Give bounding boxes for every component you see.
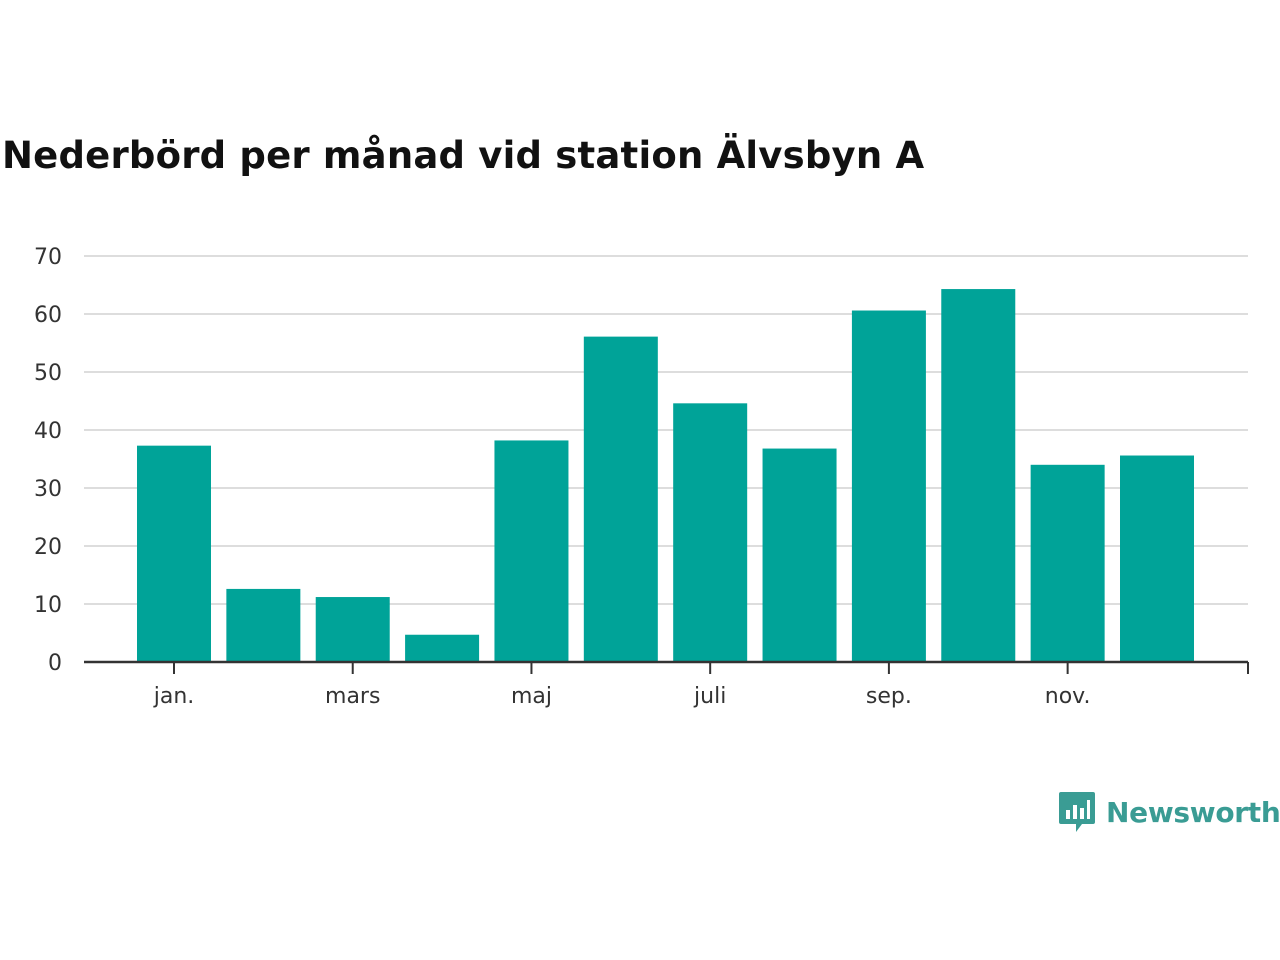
brand-name: Newsworthy [1106, 795, 1280, 829]
chart-title: Nederbörd per månad vid station Älvsbyn … [2, 134, 925, 177]
bar-juli [673, 403, 748, 662]
x-axis-labels: jan. mars maj juli sep. nov. [153, 684, 1091, 709]
bar-feb [226, 588, 301, 662]
x-tick-label: sep. [866, 684, 912, 709]
x-tick-label: mars [325, 684, 380, 709]
x-tick-label: nov. [1045, 684, 1091, 709]
bar-juni [583, 336, 658, 662]
bars [137, 289, 1194, 662]
y-tick-label: 30 [34, 477, 62, 502]
bar-sep [851, 310, 926, 662]
y-tick-label: 50 [34, 361, 62, 386]
x-axis [84, 660, 1249, 674]
bar-chart: 0 10 20 30 40 50 60 70 jan. mars maj juli sep. nov. [34, 245, 1249, 709]
bar-nov [1030, 464, 1105, 662]
bar-april [405, 634, 480, 662]
y-axis-labels: 0 10 20 30 40 50 60 70 [34, 245, 62, 676]
y-tick-label: 20 [34, 535, 62, 560]
bar-dec [1120, 455, 1194, 662]
bar-mars [315, 597, 390, 662]
bar-aug [762, 448, 837, 662]
bar-maj [494, 440, 569, 662]
newsworthy-logo: Newsworthy [1058, 790, 1280, 834]
y-tick-label: 0 [48, 651, 62, 676]
y-tick-label: 40 [34, 419, 62, 444]
y-tick-label: 70 [34, 245, 62, 270]
bar-jan [137, 445, 211, 662]
x-tick-label: jan. [153, 684, 195, 709]
x-tick-label: juli [693, 684, 726, 709]
x-tick-label: maj [511, 684, 552, 709]
bar-okt [941, 289, 1016, 662]
newsworthy-chat-bars-icon [1059, 792, 1095, 832]
y-tick-label: 10 [34, 593, 62, 618]
y-tick-label: 60 [34, 303, 62, 328]
